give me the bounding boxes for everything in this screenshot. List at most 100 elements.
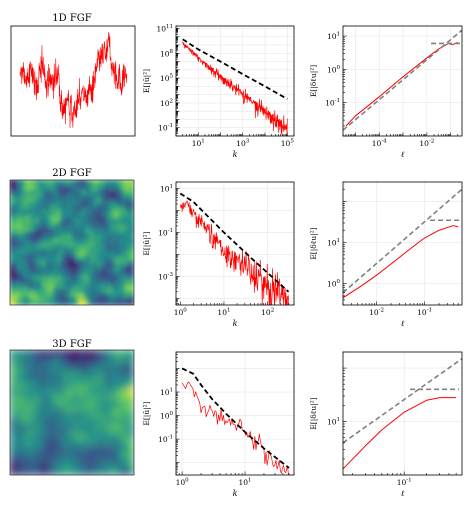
field-2d-cell — [53, 249, 58, 255]
field-3d-cell — [43, 417, 50, 425]
field-2d-cell — [97, 227, 102, 232]
field-3d-cell — [127, 400, 134, 408]
field-3d-cell — [37, 400, 45, 408]
field-2d-cell — [31, 282, 37, 288]
field-2d-cell — [78, 205, 84, 210]
field-2d-cell — [82, 249, 88, 255]
field-2d-cell — [64, 275, 69, 280]
field-2d-cell — [60, 249, 66, 255]
field-2d-cell — [27, 223, 33, 229]
field-2d-cell — [27, 256, 33, 262]
field-2d-cell — [129, 242, 134, 247]
field-2d-cell — [97, 278, 102, 284]
field-2d-cell — [35, 197, 40, 203]
field-3d-cell — [37, 406, 45, 413]
field-2d-cell — [64, 190, 69, 196]
field-2d-cell — [60, 286, 66, 291]
field-2d-cell — [78, 180, 84, 185]
field-2d-cell — [13, 289, 18, 295]
field-2d-cell — [10, 234, 15, 240]
field-3d-cell — [20, 417, 28, 425]
field-3d-cell — [37, 366, 45, 374]
field-2d-cell — [38, 227, 44, 232]
plot-series — [181, 367, 290, 475]
field-2d-cell — [82, 245, 88, 251]
field-2d-cell — [93, 282, 99, 288]
field-2d-cell — [111, 212, 117, 218]
axes-frame — [342, 181, 463, 306]
field-2d-cell — [16, 289, 22, 295]
field-2d-cell — [111, 216, 117, 221]
field-2d-cell — [118, 293, 124, 299]
field-2d-cell — [115, 219, 120, 225]
field-2d-cell — [107, 238, 113, 243]
field-3d-cell — [110, 457, 118, 465]
field-3d-cell — [110, 446, 118, 453]
field-2d-cell — [64, 180, 69, 185]
field-2d-cell — [100, 216, 106, 221]
field-2d-cell — [38, 260, 44, 266]
field-3d-cell — [122, 377, 129, 385]
field-3d-cell — [26, 350, 34, 357]
field-3d-cell — [15, 350, 22, 357]
field-2d-cell — [107, 197, 113, 203]
tick-label: 10-1 — [158, 123, 173, 133]
field-2d-cell — [10, 212, 15, 218]
field-2d-cell — [20, 286, 26, 291]
field-2d-cell — [67, 212, 73, 218]
field-2d-cell — [45, 264, 51, 269]
field-2d-cell — [122, 275, 128, 280]
field-3d-cell — [32, 434, 39, 442]
field-2d-cell — [82, 219, 88, 225]
field-2d-cell — [49, 180, 55, 185]
field-3d-cell — [37, 360, 45, 368]
field-2d-cell — [42, 289, 47, 295]
field-3d-cell — [48, 423, 56, 431]
tick-label: 108 — [160, 49, 174, 59]
field-2d-cell — [89, 271, 95, 277]
field-2d-cell — [45, 212, 51, 218]
field-2d-cell — [122, 230, 128, 236]
field-2d-cell — [24, 267, 29, 273]
field-3d-cell — [10, 423, 17, 431]
field-2d-cell — [60, 180, 66, 185]
field-3d-cell — [127, 350, 134, 357]
series-data-line — [343, 225, 459, 299]
field-2d-cell — [75, 238, 80, 243]
field-3d-cell — [77, 394, 84, 402]
field-2d-cell — [100, 300, 106, 305]
field-3d-cell — [10, 440, 17, 448]
field-2d-cell — [97, 271, 102, 277]
field-3d-cell — [43, 350, 50, 357]
field-3d-cell — [122, 372, 129, 379]
field-2d-cell — [53, 205, 58, 210]
field-2d-cell — [35, 271, 40, 277]
field-3d-cell — [116, 383, 124, 391]
field-3d-cell — [99, 406, 107, 413]
field-2d-cell — [118, 253, 124, 258]
field-3d-cell — [88, 463, 96, 470]
field-3d-cell — [48, 377, 56, 385]
field-2d-cell — [13, 201, 18, 207]
field-3d-cell — [32, 468, 39, 475]
field-2d-cell — [89, 194, 95, 199]
field-2d-cell — [86, 256, 91, 262]
field-3d-cell — [116, 446, 124, 453]
field-2d-cell — [86, 223, 91, 229]
field-2d-cell — [122, 242, 128, 247]
field-2d-cell — [86, 289, 91, 295]
field-2d-cell — [97, 190, 102, 196]
field-3d-cell — [20, 457, 28, 465]
field-3d-cell — [116, 440, 124, 448]
field-2d-cell — [16, 230, 22, 236]
y-axis-label: E[|δℓu|²] — [309, 227, 318, 259]
field-2d-cell — [53, 297, 58, 302]
field-3d-cell — [116, 417, 124, 425]
field-2d-cell — [115, 271, 120, 277]
field-3d-cell — [20, 440, 28, 448]
field-2d-cell — [49, 216, 55, 221]
field-2d-cell — [45, 227, 51, 232]
field-2d-cell — [24, 300, 29, 305]
field-2d-cell — [64, 278, 69, 284]
field-3d-cell — [65, 360, 73, 368]
